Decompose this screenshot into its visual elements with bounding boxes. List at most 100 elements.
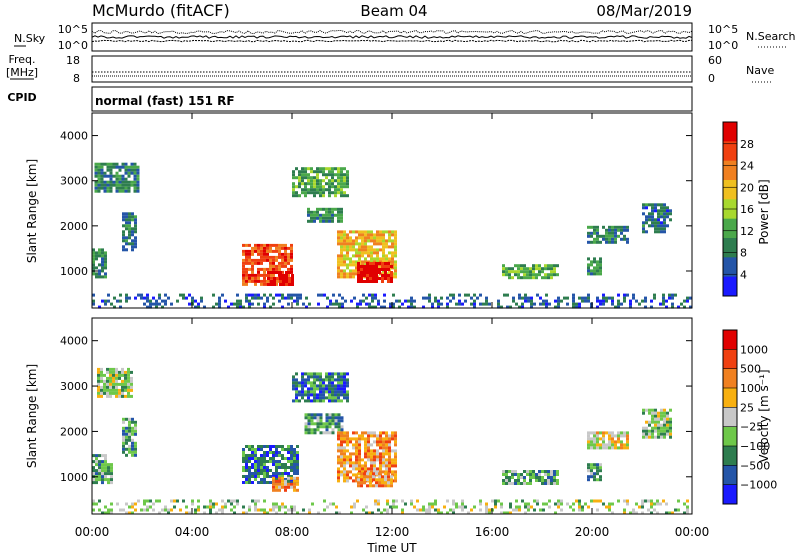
data-cell [116, 299, 119, 303]
data-cell [503, 511, 506, 515]
data-cell [293, 472, 296, 475]
data-cell [391, 230, 394, 234]
data-cell [257, 273, 260, 277]
data-cell [560, 508, 563, 512]
data-cell [295, 194, 298, 198]
data-cell [608, 240, 611, 244]
data-cell [272, 463, 275, 466]
data-cell [337, 390, 340, 394]
data-cell [248, 302, 251, 306]
data-cell [508, 482, 511, 485]
data-cell [611, 302, 614, 306]
data-cell [128, 429, 131, 433]
data-cell [593, 266, 596, 270]
data-cell [307, 179, 310, 183]
data-cell [665, 502, 668, 506]
data-cell [343, 470, 346, 474]
data-cell [269, 305, 272, 309]
data-cell [605, 240, 608, 244]
data-cell [502, 270, 505, 274]
data-cell [611, 234, 614, 238]
data-cell [307, 375, 310, 379]
data-cell [391, 254, 394, 258]
data-cell [269, 249, 272, 253]
data-cell [267, 283, 270, 286]
data-cell [296, 469, 299, 472]
data-cell [316, 416, 320, 420]
data-cell [317, 302, 320, 306]
data-cell [97, 370, 100, 374]
data-cell [644, 296, 647, 300]
data-cell [349, 464, 352, 468]
data-cell [131, 233, 134, 237]
data-cell [109, 382, 112, 386]
data-cell [281, 296, 284, 300]
data-cell [287, 485, 290, 489]
data-cell [334, 213, 337, 217]
data-cell [346, 254, 349, 258]
data-cell [494, 505, 497, 509]
data-cell [101, 299, 104, 303]
data-cell [657, 230, 660, 234]
data-cell [366, 271, 369, 274]
data-cell [248, 261, 251, 265]
data-cell [257, 469, 260, 472]
colorbar-tick-label: −500 [740, 459, 770, 472]
colorbar-tick-label: 25 [740, 401, 754, 414]
data-cell [602, 440, 605, 444]
data-cell [260, 454, 263, 457]
data-cell [215, 302, 218, 306]
x-axis-labels: 00:00 04:00 08:00 12:00 16:00 20:00 00:00 [75, 525, 710, 539]
data-cell [557, 299, 560, 303]
data-cell [140, 296, 143, 300]
data-cell [325, 396, 328, 400]
data-cell [131, 239, 134, 243]
data-cell [257, 270, 260, 274]
data-cell [535, 476, 538, 479]
colorbar-tick-label: 1000 [740, 343, 768, 356]
data-cell [119, 299, 122, 303]
data-cell [251, 270, 254, 274]
data-cell [651, 221, 654, 225]
data-cell [307, 387, 310, 391]
data-cell [275, 451, 278, 454]
data-cell [310, 422, 314, 426]
data-cell [124, 376, 127, 380]
data-cell [517, 273, 520, 277]
data-cell [325, 207, 328, 211]
data-cell [385, 464, 388, 468]
data-cell [284, 264, 287, 268]
data-cell [385, 434, 388, 438]
data-cell [221, 505, 224, 509]
data-cell [346, 266, 349, 270]
data-cell [278, 246, 281, 250]
data-cell [304, 173, 307, 177]
data-cell [272, 488, 275, 492]
data-cell [100, 370, 103, 374]
data-cell [325, 390, 328, 394]
data-cell [118, 183, 122, 187]
data-cell [128, 218, 131, 222]
data-cell [251, 457, 254, 460]
data-cell [482, 302, 485, 306]
data-cell [313, 176, 316, 180]
data-cell [337, 419, 341, 423]
data-cell [319, 390, 322, 394]
data-cell [626, 237, 629, 241]
data-cell [295, 396, 298, 400]
data-cell [106, 391, 109, 395]
data-cell [387, 478, 390, 482]
data-cell [593, 431, 596, 435]
data-cell [629, 302, 632, 306]
data-cell [131, 426, 134, 430]
data-cell [272, 296, 275, 300]
data-cell [275, 267, 278, 271]
data-cell [322, 425, 326, 429]
data-cell [599, 299, 602, 303]
data-cell [295, 185, 298, 189]
data-cell [390, 274, 393, 277]
data-cell [508, 270, 511, 274]
data-cell [275, 502, 278, 506]
data-cell [97, 388, 100, 392]
